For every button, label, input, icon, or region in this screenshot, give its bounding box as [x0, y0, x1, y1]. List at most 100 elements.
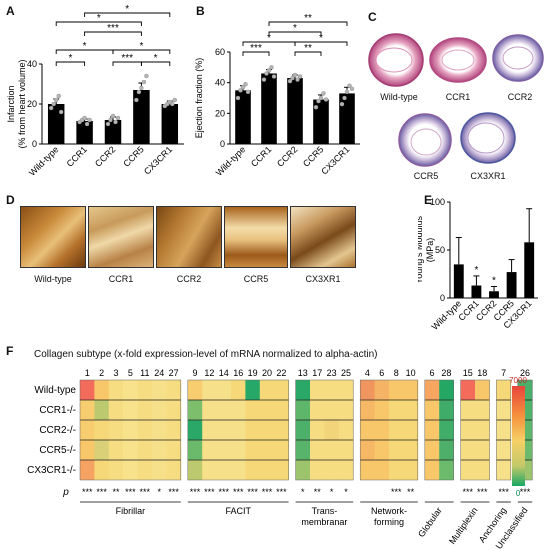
heart-label-ccr1: CCR1	[445, 92, 471, 102]
data-point	[113, 119, 118, 125]
heatmap-cell	[231, 400, 246, 420]
heatmap-p-value: **	[112, 487, 120, 497]
heatmap-cell	[166, 400, 182, 420]
heatmap-cell	[360, 460, 375, 480]
heatmap-cell	[152, 420, 167, 440]
heatmap-cell	[295, 380, 311, 400]
y-axis-label: Young's Modulus	[418, 216, 424, 284]
heatmap-cell	[80, 380, 95, 400]
heatmap-cell	[424, 380, 440, 400]
x-tick-label: CCR5	[301, 144, 325, 168]
heatmap-cell	[360, 440, 375, 460]
data-point	[141, 79, 147, 85]
heatmap-column-label: 27	[169, 368, 179, 378]
heatmap-p-value: ***	[140, 487, 151, 497]
data-point	[87, 117, 92, 123]
heatmap-cell	[259, 400, 275, 420]
heatmap-cell	[108, 460, 124, 480]
heatmap-cell	[108, 380, 124, 400]
panel-letter-a: A	[6, 4, 15, 18]
heatmap-column-label: 5	[128, 368, 133, 378]
heatmap-cell	[439, 380, 454, 400]
heatmap-cell	[123, 420, 138, 440]
heatmap-p-value: ***	[477, 487, 488, 497]
heatmap-cell	[460, 460, 476, 480]
heatmap-p-value: ***	[520, 487, 531, 497]
heatmap-cell	[259, 440, 275, 460]
y-tick-label: 20	[215, 108, 225, 118]
afm-label-ccr2: CCR2	[176, 274, 202, 284]
heatmap-p-value: *	[330, 487, 334, 497]
afm-image-ccr5	[224, 206, 288, 268]
significance-bracket	[140, 61, 171, 66]
heatmap-cell	[80, 420, 95, 440]
data-point	[172, 97, 178, 103]
heatmap-cell	[295, 420, 311, 440]
heatmap-cell	[202, 400, 217, 420]
heatmap-cell	[187, 400, 203, 420]
heatmap-cell	[496, 400, 512, 420]
heatmap-cell	[324, 460, 340, 480]
heatmap-cell	[216, 400, 232, 420]
heatmap-cell	[152, 460, 167, 480]
heatmap-row-label: CCR2-/-	[39, 425, 76, 436]
significance-label: *	[154, 53, 158, 64]
significance-label: *	[319, 33, 323, 44]
heatmap-column-label: 11	[140, 368, 149, 378]
heatmap-cell	[439, 460, 454, 480]
heatmap-cell	[152, 440, 167, 460]
heatmap-cell	[439, 440, 454, 460]
heatmap-cell	[94, 400, 110, 420]
y-axis-label: Infarction	[6, 85, 16, 122]
heatmap-cell	[245, 440, 261, 460]
data-point	[56, 93, 61, 99]
heatmap-column-label: 4	[365, 368, 370, 378]
panel-letter-f: F	[6, 344, 14, 358]
significance-star: *	[492, 275, 496, 286]
heatmap-p-value: *	[157, 487, 161, 497]
significance-label: **	[304, 43, 312, 54]
heatmap-p-value: ***	[219, 487, 230, 497]
data-point	[313, 104, 319, 110]
heatmap-p-value: **	[314, 487, 322, 497]
y-axis-label-2: (MPa)	[425, 238, 435, 263]
data-point	[297, 74, 303, 79]
heatmap-cell	[389, 460, 404, 480]
heatmap-cell	[424, 420, 440, 440]
data-point	[347, 83, 352, 88]
heatmap-cell	[245, 380, 261, 400]
heatmap-cell	[424, 460, 440, 480]
data-point	[82, 115, 87, 121]
heatmap-cell	[389, 380, 404, 400]
heatmap-cell	[245, 460, 261, 480]
heatmap-cell	[259, 460, 275, 480]
bar-wild-type	[235, 90, 251, 144]
heart-ccr2	[492, 34, 544, 82]
heart-ccr1	[429, 37, 487, 83]
heatmap-cell	[310, 420, 325, 440]
y-axis-label: Ejection fraction (%)	[194, 58, 204, 139]
heatmap-column-label: 22	[276, 368, 286, 378]
heatmap-cell	[137, 380, 153, 400]
heatmap-group-frame	[187, 379, 289, 481]
heatmap-cell	[216, 440, 232, 460]
heatmap-cell	[475, 380, 490, 400]
data-point	[271, 74, 277, 79]
heatmap-cell	[259, 420, 275, 440]
heatmap-cell	[310, 380, 325, 400]
heatmap-group-label: Fibrillar	[116, 506, 146, 516]
heatmap-p-value: ***	[96, 487, 107, 497]
heatmap-cell	[374, 380, 390, 400]
heatmap-column-label: 26	[520, 368, 530, 378]
heatmap-p-label: p	[62, 487, 69, 498]
heatmap-column-label: 14	[219, 368, 229, 378]
heatmap-cell	[338, 420, 354, 440]
heart-cx3xr1	[460, 112, 516, 164]
heatmap-column-label: 24	[154, 368, 164, 378]
heatmap-column-label: 25	[341, 368, 351, 378]
heatmap-cell	[94, 420, 110, 440]
heatmap-cell	[108, 420, 124, 440]
bar-ccr1	[471, 285, 482, 298]
heatmap-title: Collagen subtype (x-fold expression-leve…	[34, 349, 378, 360]
